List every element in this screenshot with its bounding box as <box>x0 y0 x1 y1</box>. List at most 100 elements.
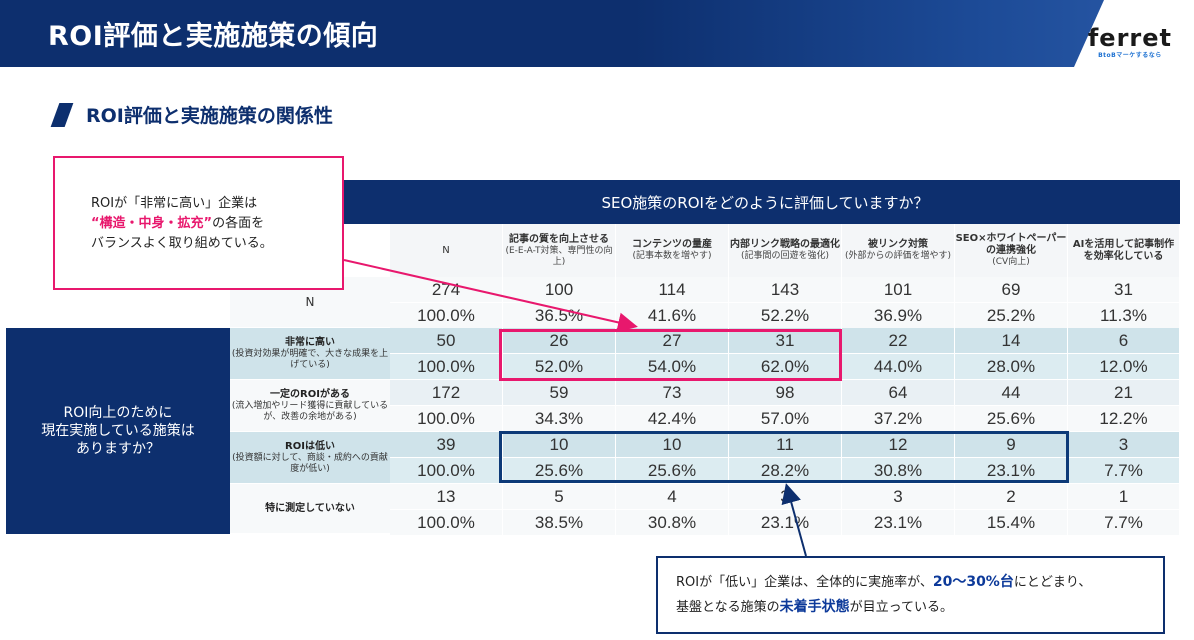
pink-arrow <box>343 259 638 333</box>
row-label-title: ROIは低い <box>285 441 335 452</box>
table-cell-percent: 12.2% <box>1068 406 1180 432</box>
table-cell-count: 2 <box>955 484 1068 510</box>
column-title: 被リンク対策 <box>868 239 928 250</box>
callout-line: “構造・中身・拡充”の各面を <box>91 214 342 234</box>
callout-line: ROIが「低い」企業は、全体的に実施率が、20〜30%台にとどまり、 <box>676 570 1163 595</box>
table-cell-count: 114 <box>616 277 729 303</box>
table-cell-percent: 62.0% <box>729 354 842 380</box>
column-header: コンテンツの量産 (記事本数を増やす) <box>616 224 729 277</box>
table-cell-count: 22 <box>842 328 955 354</box>
table-cell-percent: 44.0% <box>842 354 955 380</box>
table-cell-count: 143 <box>729 277 842 303</box>
column-title: コンテンツの量産 <box>632 239 712 250</box>
row-label-title: 一定のROIがある <box>270 389 350 400</box>
column-header: 被リンク対策 (外部からの評価を増やす) <box>842 224 955 277</box>
highlight-very-high <box>499 329 842 381</box>
table-cell-count: 39 <box>390 432 503 458</box>
table-cell-percent: 100.0% <box>390 303 503 329</box>
table-cell-percent: 23.1% <box>955 458 1068 484</box>
row-label-subtitle: (投資額に対して、商談・成約への貢献度が低い) <box>232 453 388 474</box>
table-cell-count: 9 <box>955 432 1068 458</box>
row-label-low: ROIは低い (投資額に対して、商談・成約への貢献度が低い) <box>230 432 390 484</box>
table-cell-percent: 30.8% <box>842 458 955 484</box>
row-question-block: ROI向上のために 現在実施している施策は ありますか？ <box>6 328 230 534</box>
table-cell-count: 5 <box>503 484 616 510</box>
header-band <box>0 0 1194 67</box>
row-label-some-roi: 一定のROIがある (流入増加やリード獲得に貢献しているが、改善の余地がある) <box>230 380 390 432</box>
table-cell-percent: 7.7% <box>1068 510 1180 536</box>
table-cell-count: 1 <box>1068 484 1180 510</box>
table-cell-count: 4 <box>616 484 729 510</box>
row-label-very-high: 非常に高い (投資対効果が明確で、大きな成果を上げている) <box>230 328 390 380</box>
row-label-title: 非常に高い <box>285 337 335 348</box>
table-cell-percent: 23.1% <box>729 510 842 536</box>
logo-wordmark: ferret <box>1087 24 1172 52</box>
table-cell-percent: 28.0% <box>955 354 1068 380</box>
row-question-line: 現在実施している施策は <box>41 423 195 439</box>
column-subtitle: (記事本数を増やす) <box>632 251 712 261</box>
column-title: N <box>442 245 450 256</box>
callout-line: バランスよく取り組めている。 <box>91 236 273 251</box>
column-title: SEO×ホワイトペーパーの連携強化 <box>955 233 1067 256</box>
column-header: AIを活用して記事制作を効率化している <box>1068 224 1180 277</box>
table-cell-count: 69 <box>955 277 1068 303</box>
table-cell-percent: 100.0% <box>390 510 503 536</box>
table-cell-count: 13 <box>390 484 503 510</box>
table-cell-count: 27 <box>616 328 729 354</box>
table-cell-count: 98 <box>729 380 842 406</box>
column-title: AIを活用して記事制作を効率化している <box>1072 238 1175 262</box>
row-label-subtitle: (流入増加やリード獲得に貢献しているが、改善の余地がある) <box>231 401 389 422</box>
table-cell-percent: 30.8% <box>616 510 729 536</box>
column-subtitle: (記事間の回遊を強化) <box>740 251 830 261</box>
highlight-low <box>499 431 1069 483</box>
table-cell-percent: 12.0% <box>1068 354 1180 380</box>
row-question-line: ありますか？ <box>76 441 160 457</box>
table-cell-count: 59 <box>503 380 616 406</box>
table-cell-count: 14 <box>955 328 1068 354</box>
table-cell-count: 26 <box>503 328 616 354</box>
table-cell-percent: 100.0% <box>390 406 503 432</box>
callout-low-roi: ROIが「低い」企業は、全体的に実施率が、20〜30%台にとどまり、 基盤となる… <box>656 556 1165 634</box>
table-cell-percent: 54.0% <box>616 354 729 380</box>
callout-text: ROIが「低い」企業は、全体的に実施率が、 <box>676 575 933 590</box>
logo-tagline: BtoBマーケするなら <box>1098 52 1162 59</box>
row-label-not-measured: 特に測定していない <box>230 484 390 534</box>
ferret-logo: ferret BtoBマーケするなら <box>1088 26 1172 59</box>
callout-text: が目立っている。 <box>849 600 953 615</box>
callout-text: 基盤となる施策の <box>676 600 780 615</box>
table-cell-count: 44 <box>955 380 1068 406</box>
callout-text: の各面を <box>212 216 265 231</box>
table-cell-percent: 23.1% <box>842 510 955 536</box>
table-cell-percent: 15.4% <box>955 510 1068 536</box>
table-cell-percent: 25.6% <box>616 458 729 484</box>
callout-emphasis: 未着手状態 <box>779 599 850 615</box>
column-subtitle: (E-E-A-T対策、専門性の向上) <box>505 245 613 267</box>
table-cell-count: 3 <box>842 484 955 510</box>
column-header: 記事の質を向上させる (E-E-A-T対策、専門性の向上) <box>503 224 616 277</box>
section-heading: ROI評価と実施施策の関係性 <box>86 105 333 127</box>
survey-question-banner: SEO施策のROIをどのように評価していますか？ <box>230 180 1180 224</box>
row-label-title: 特に測定していない <box>265 503 355 514</box>
table-cell-percent: 11.3% <box>1068 303 1180 329</box>
table-cell-percent: 25.6% <box>503 458 616 484</box>
table-cell-count: 11 <box>729 432 842 458</box>
navy-arrow <box>781 483 807 557</box>
callout-high-roi: ROIが「非常に高い」企業は “構造・中身・拡充”の各面を バランスよく取り組め… <box>53 156 344 290</box>
callout-text: にとどまり、 <box>1013 575 1092 590</box>
column-header: SEO×ホワイトペーパーの連携強化 (CV向上) <box>955 224 1068 277</box>
table-cell-count: 31 <box>1068 277 1180 303</box>
table-cell-percent: 36.9% <box>842 303 955 329</box>
page-title: ROI評価と実施施策の傾向 <box>48 21 379 52</box>
table-cell-count: 50 <box>390 328 503 354</box>
row-label-subtitle: (投資対効果が明確で、大きな成果を上げている) <box>231 349 389 370</box>
table-cell-count: 6 <box>1068 328 1180 354</box>
table-cell-count: 12 <box>842 432 955 458</box>
table-cell-percent: 52.0% <box>503 354 616 380</box>
callout-line: ROIが「非常に高い」企業は <box>91 196 258 211</box>
row-label-title: N <box>305 295 315 309</box>
callout-line: 基盤となる施策の未着手状態が目立っている。 <box>676 595 1163 620</box>
table-cell-count: 10 <box>503 432 616 458</box>
table-cell-count: 21 <box>1068 380 1180 406</box>
column-title: 記事の質を向上させる <box>509 233 609 245</box>
